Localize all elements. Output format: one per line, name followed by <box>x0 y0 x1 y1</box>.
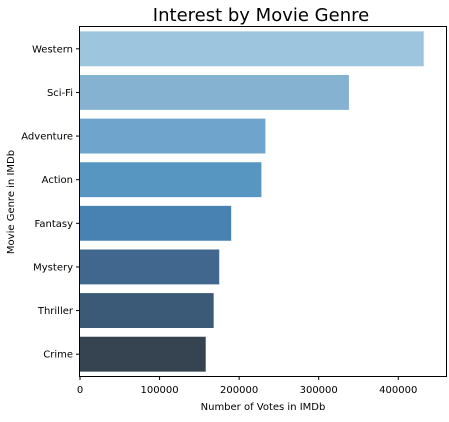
y-tick-label: Mystery <box>33 262 73 273</box>
plot-frame <box>79 26 447 377</box>
x-tick-label: 0 <box>77 385 83 396</box>
x-axis-ticks: 0 100000 200000 300000 400000 <box>77 376 417 396</box>
y-tick-label: Action <box>42 175 73 186</box>
y-tick-label: Crime <box>43 350 73 361</box>
y-axis-label: Movie Genre in IMDb <box>6 150 17 254</box>
x-axis-label: Number of Votes in IMDb <box>201 402 326 413</box>
y-tick-label: Fantasy <box>35 219 74 230</box>
bar-adventure <box>80 118 266 154</box>
x-tick-label: 100000 <box>140 385 178 396</box>
y-tick-label: Thriller <box>37 306 74 317</box>
bar-crime <box>80 336 206 372</box>
bar-sci-fi <box>80 74 349 110</box>
bar-action <box>80 162 262 198</box>
bar-fantasy <box>80 205 232 241</box>
bar-western <box>80 31 424 67</box>
y-tick-label: Sci-Fi <box>47 88 73 99</box>
bars-layer <box>80 31 424 372</box>
x-tick-label: 300000 <box>300 385 338 396</box>
bar-thriller <box>80 293 214 329</box>
y-axis-ticks: Western Sci-Fi Adventure Action Fantasy Myste… <box>21 44 80 361</box>
y-tick-label: Adventure <box>21 132 73 143</box>
y-tick-label: Western <box>32 44 73 55</box>
x-tick-label: 200000 <box>220 385 258 396</box>
chart-title: Interest by Movie Genre <box>153 5 369 26</box>
x-tick-label: 400000 <box>379 385 417 396</box>
bar-mystery <box>80 249 220 285</box>
